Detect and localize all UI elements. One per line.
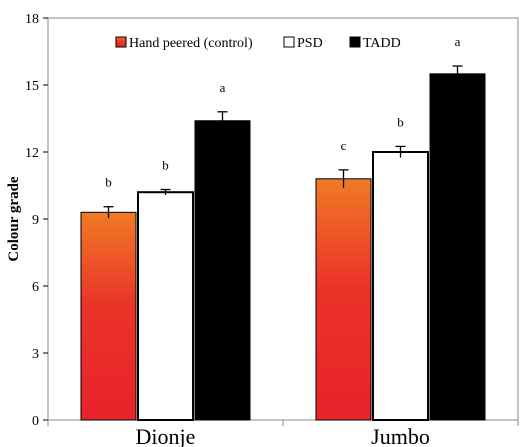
x-category-label: Dionje <box>136 424 196 447</box>
y-axis-label: Colour grade <box>6 176 22 261</box>
y-axis: 0 3 6 9 12 15 18 <box>25 12 48 429</box>
y-tick-label: 6 <box>32 280 39 295</box>
bar <box>80 211 137 421</box>
y-tick-label: 18 <box>25 12 39 27</box>
legend-swatch <box>349 36 361 48</box>
y-tick-label: 15 <box>25 79 39 94</box>
y-tick-label: 9 <box>32 213 39 228</box>
bars: b b a c b a <box>80 34 486 421</box>
bar <box>137 191 194 421</box>
legend-label: PSD <box>297 36 323 51</box>
legend-swatch <box>115 36 127 48</box>
y-tick-label: 12 <box>25 146 39 161</box>
bar <box>372 151 429 421</box>
legend-label: Hand peered (control) <box>129 36 253 51</box>
significance-letter: a <box>220 80 226 95</box>
significance-letter: b <box>105 175 112 190</box>
significance-letter: a <box>455 34 461 49</box>
bar <box>315 178 372 421</box>
significance-letter: b <box>162 158 169 173</box>
x-axis: Dionje Jumbo <box>47 420 519 447</box>
significance-letter: b <box>397 114 404 129</box>
bar <box>194 120 251 421</box>
legend-swatch <box>283 36 295 48</box>
bar <box>429 73 486 421</box>
significance-letter: c <box>341 138 347 153</box>
legend-label: TADD <box>363 36 401 51</box>
y-tick-label: 3 <box>32 347 39 362</box>
x-category-label: Jumbo <box>371 424 430 447</box>
legend: Hand peered (control) PSD TADD <box>115 36 401 51</box>
y-tick-label: 0 <box>32 414 39 429</box>
